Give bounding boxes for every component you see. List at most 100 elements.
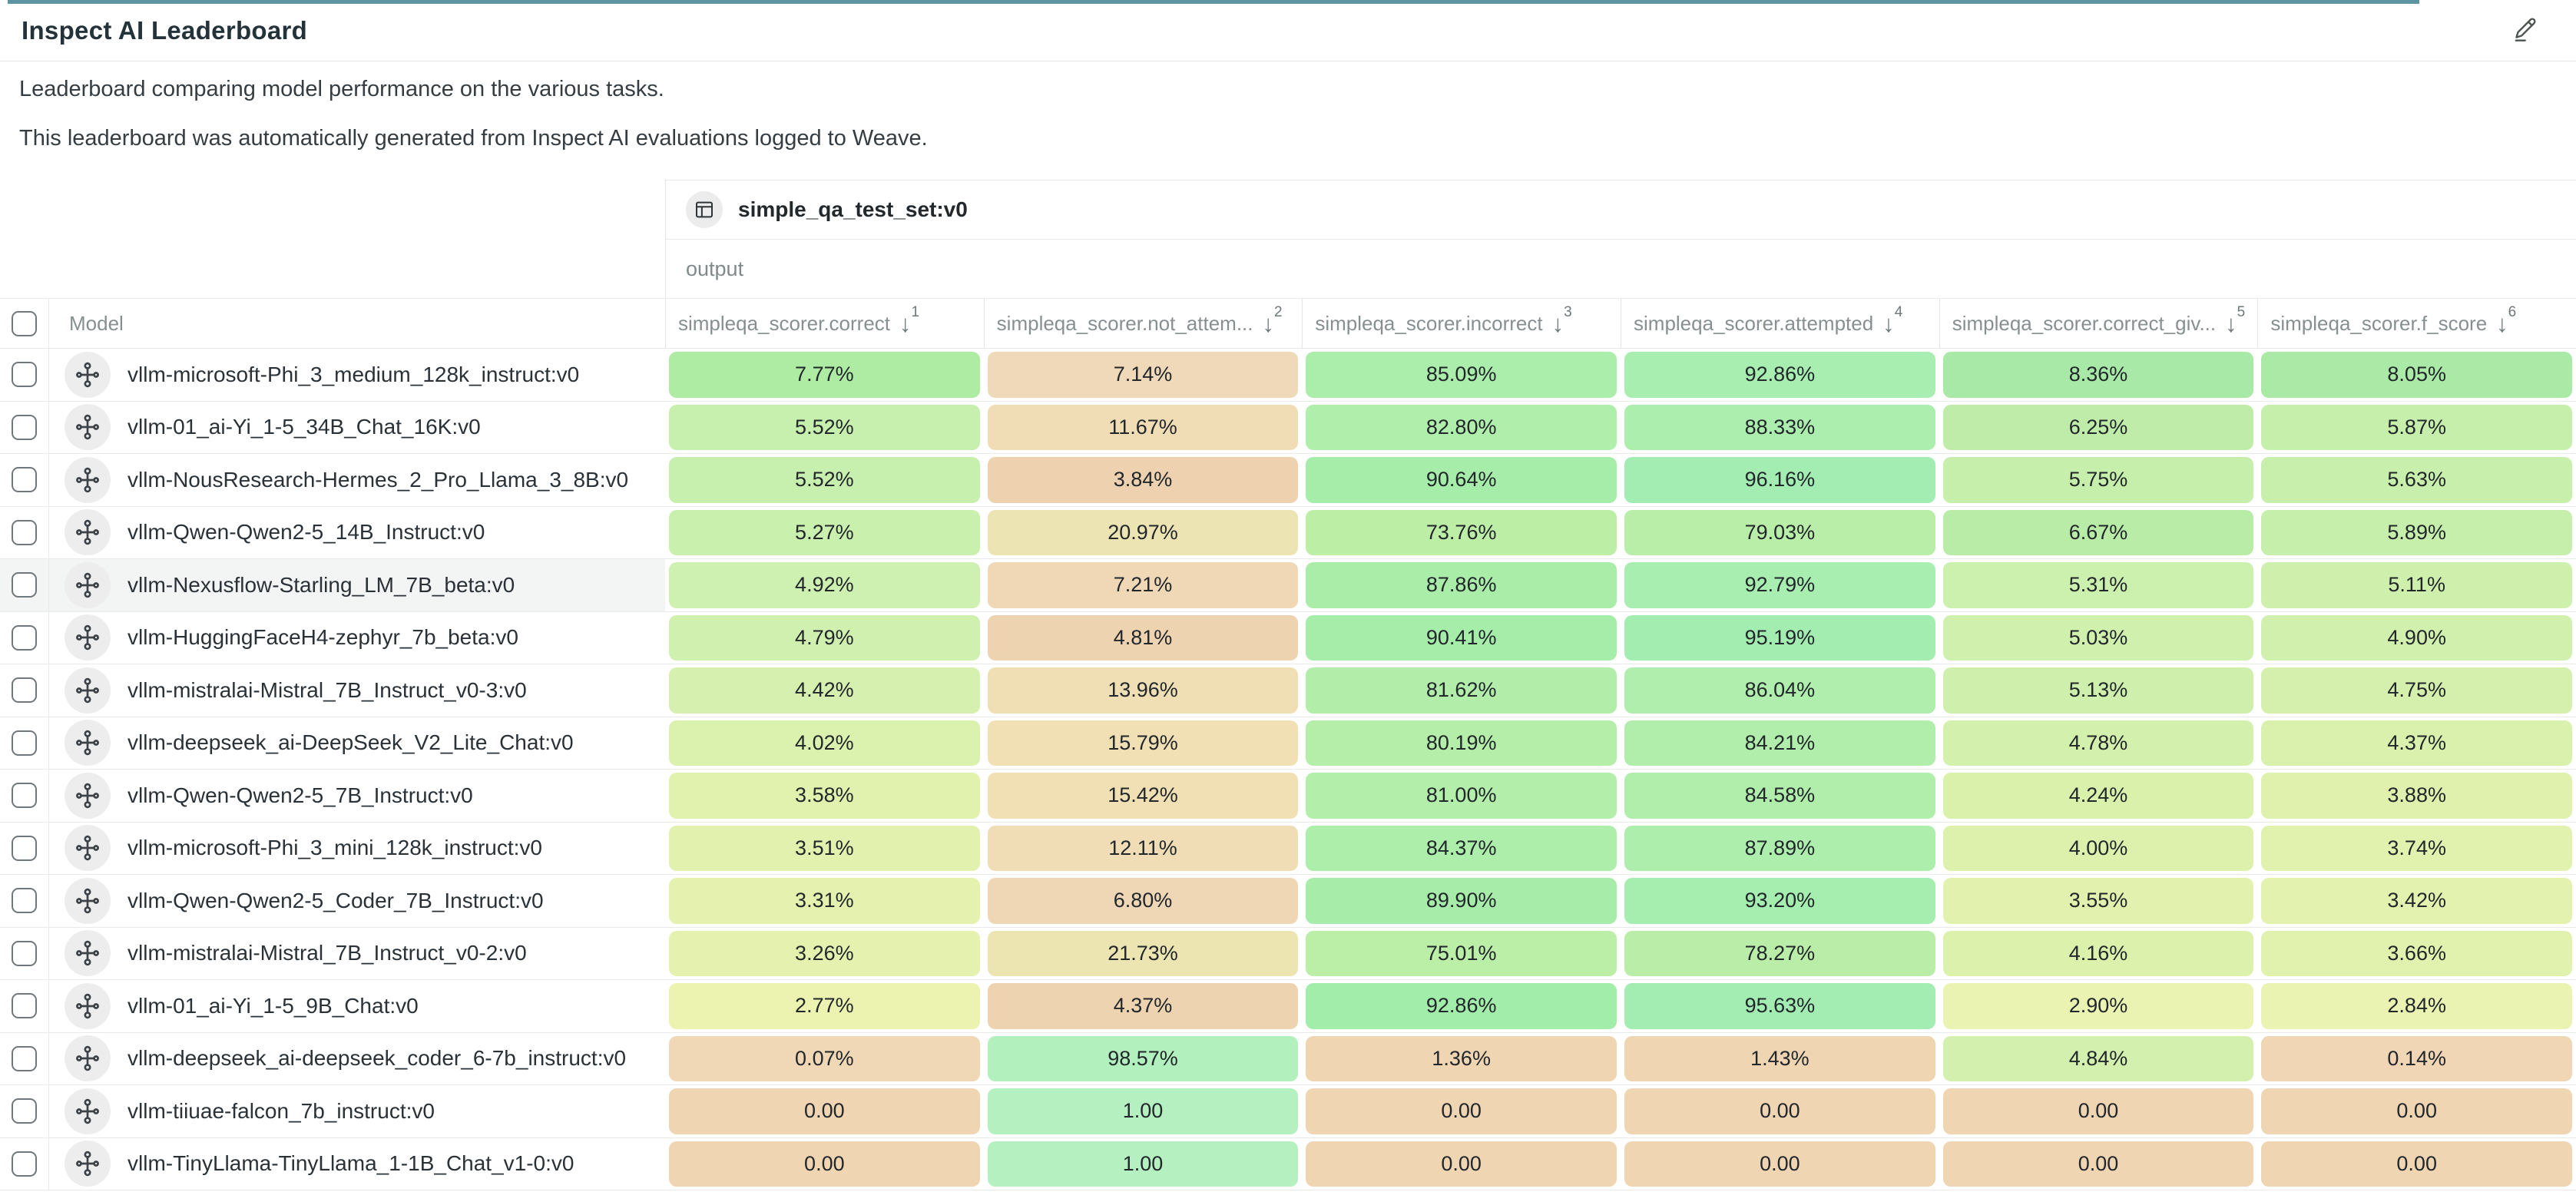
score-cell: 4.42% (665, 664, 984, 717)
column-header-correct-given[interactable]: simpleqa_scorer.correct_giv... ↓ 5 (1939, 299, 2258, 348)
score-cell: 95.63% (1621, 980, 1939, 1032)
score-cell: 92.79% (1621, 559, 1939, 611)
row-checkbox[interactable] (12, 572, 37, 598)
score-cell: 11.67% (984, 402, 1303, 454)
score-value: 3.84% (987, 457, 1299, 503)
model-name-link[interactable]: vllm-01_ai-Yi_1-5_34B_Chat_16K:v0 (127, 415, 481, 439)
column-header-incorrect[interactable]: simpleqa_scorer.incorrect ↓ 3 (1302, 299, 1621, 348)
score-value: 4.42% (669, 667, 980, 714)
model-name-link[interactable]: vllm-01_ai-Yi_1-5_9B_Chat:v0 (127, 993, 419, 1018)
model-name-link[interactable]: vllm-Nexusflow-Starling_LM_7B_beta:v0 (127, 572, 515, 597)
score-cell: 4.79% (665, 612, 984, 664)
model-cell: vllm-microsoft-Phi_3_medium_128k_instruc… (49, 349, 665, 401)
model-name-link[interactable]: vllm-Qwen-Qwen2-5_Coder_7B_Instruct:v0 (127, 888, 544, 912)
model-icon (65, 456, 111, 503)
score-value: 5.13% (1942, 667, 2254, 714)
score-value: 4.90% (2261, 614, 2573, 661)
model-name-link[interactable]: vllm-Qwen-Qwen2-5_7B_Instruct:v0 (127, 783, 473, 807)
column-header-not-attempted[interactable]: simpleqa_scorer.not_attem... ↓ 2 (983, 299, 1303, 348)
score-cell: 89.90% (1302, 875, 1621, 927)
score-cell: 13.96% (984, 664, 1303, 717)
score-cell: 5.75% (1939, 454, 2258, 506)
score-value: 2.84% (2261, 983, 2573, 1029)
score-cell: 4.92% (665, 559, 984, 611)
score-value: 87.86% (1306, 562, 1617, 608)
row-checkbox[interactable] (12, 730, 37, 756)
sort-indicator: ↓ 4 (1882, 305, 1902, 336)
score-value: 4.78% (1942, 720, 2254, 766)
output-group-label-cell: output (665, 240, 2576, 298)
score-cell: 5.87% (2257, 402, 2576, 454)
row-checkbox[interactable] (12, 940, 37, 966)
model-name-link[interactable]: vllm-mistralai-Mistral_7B_Instruct_v0-3:… (127, 677, 527, 702)
score-value: 79.03% (1624, 509, 1935, 555)
row-checkbox[interactable] (12, 624, 37, 651)
score-value: 4.16% (1942, 930, 2254, 976)
score-cell: 2.84% (2257, 980, 2576, 1032)
model-name-link[interactable]: vllm-deepseek_ai-DeepSeek_V2_Lite_Chat:v… (127, 730, 574, 755)
score-value: 15.79% (987, 720, 1299, 766)
score-cell: 5.52% (665, 402, 984, 454)
score-value: 5.52% (669, 404, 980, 450)
score-value: 3.88% (2261, 773, 2573, 819)
sort-order-badge: 1 (911, 303, 920, 320)
score-value: 4.00% (1942, 825, 2254, 871)
score-value: 75.01% (1306, 930, 1617, 976)
model-cell: vllm-Nexusflow-Starling_LM_7B_beta:v0 (49, 559, 665, 611)
score-value: 80.19% (1306, 720, 1617, 766)
column-header-attempted[interactable]: simpleqa_scorer.attempted ↓ 4 (1621, 299, 1939, 348)
score-value: 84.37% (1306, 825, 1617, 871)
score-value: 6.25% (1942, 404, 2254, 450)
row-checkbox[interactable] (12, 835, 37, 861)
row-checkbox[interactable] (12, 414, 37, 440)
row-select-cell (0, 1032, 49, 1084)
model-icon (65, 982, 111, 1029)
column-header-correct[interactable]: simpleqa_scorer.correct ↓ 1 (665, 299, 984, 348)
model-name-link[interactable]: vllm-HuggingFaceH4-zephyr_7b_beta:v0 (127, 625, 518, 650)
score-cell: 81.00% (1302, 770, 1621, 822)
score-value: 15.42% (987, 773, 1299, 819)
score-cell: 5.63% (2257, 454, 2576, 506)
row-checkbox[interactable] (12, 362, 37, 388)
row-checkbox[interactable] (12, 1098, 37, 1124)
score-value: 1.36% (1306, 1035, 1617, 1081)
row-checkbox[interactable] (12, 888, 37, 914)
model-name-link[interactable]: vllm-Qwen-Qwen2-5_14B_Instruct:v0 (127, 520, 485, 545)
model-name-link[interactable]: vllm-mistralai-Mistral_7B_Instruct_v0-2:… (127, 941, 527, 965)
row-select-cell (0, 559, 49, 611)
score-value: 0.00 (1306, 1141, 1617, 1187)
sort-indicator: ↓ 6 (2496, 305, 2516, 336)
model-name-link[interactable]: vllm-microsoft-Phi_3_medium_128k_instruc… (127, 362, 580, 386)
model-name-link[interactable]: vllm-TinyLlama-TinyLlama_1-1B_Chat_v1-0:… (127, 1151, 574, 1176)
model-name-link[interactable]: vllm-deepseek_ai-deepseek_coder_6-7b_ins… (127, 1046, 627, 1071)
score-cell: 85.09% (1302, 349, 1621, 401)
select-all-checkbox[interactable] (12, 310, 37, 336)
score-value: 8.36% (1942, 352, 2254, 398)
row-checkbox[interactable] (12, 783, 37, 809)
edit-button[interactable] (2505, 11, 2545, 51)
row-checkbox[interactable] (12, 1045, 37, 1071)
score-value: 96.16% (1624, 457, 1935, 503)
column-header-f-score[interactable]: simpleqa_scorer.f_score ↓ 6 (2257, 299, 2576, 348)
score-value: 21.73% (987, 930, 1299, 976)
row-select-cell (0, 349, 49, 401)
score-cell: 12.11% (984, 823, 1303, 875)
row-checkbox[interactable] (12, 1151, 37, 1177)
score-value: 7.77% (669, 352, 980, 398)
row-checkbox[interactable] (12, 519, 37, 545)
row-checkbox[interactable] (12, 467, 37, 493)
score-value: 5.11% (2261, 562, 2573, 608)
score-value: 88.33% (1624, 404, 1935, 450)
score-cell: 96.16% (1621, 454, 1939, 506)
row-checkbox[interactable] (12, 677, 37, 704)
title-bar: Inspect AI Leaderboard (0, 0, 2576, 61)
table-row: vllm-Qwen-Qwen2-5_14B_Instruct:v0 5.27% 20… (0, 506, 2576, 559)
row-checkbox[interactable] (12, 993, 37, 1019)
row-select-cell (0, 980, 49, 1032)
score-cell: 0.00 (1939, 1085, 2258, 1137)
model-name-link[interactable]: vllm-microsoft-Phi_3_mini_128k_instruct:… (127, 836, 542, 860)
model-name-link[interactable]: vllm-tiiuae-falcon_7b_instruct:v0 (127, 1098, 435, 1123)
score-value: 4.37% (987, 983, 1299, 1029)
model-name-link[interactable]: vllm-NousResearch-Hermes_2_Pro_Llama_3_8… (127, 467, 629, 492)
table-row: vllm-Qwen-Qwen2-5_7B_Instruct:v0 3.58% 15.… (0, 770, 2576, 823)
